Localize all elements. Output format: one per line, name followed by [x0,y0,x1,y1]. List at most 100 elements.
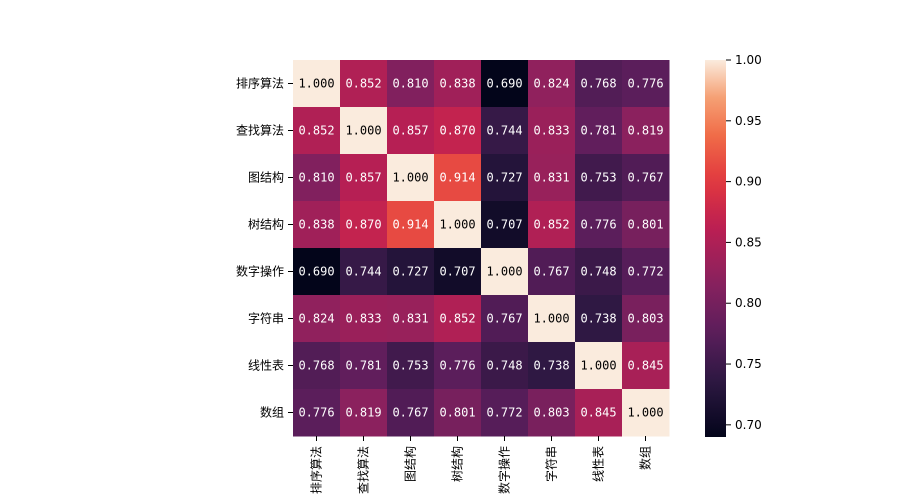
heatmap-cell [575,295,623,343]
heatmap-cell [387,342,435,390]
heatmap-cell [387,248,435,296]
heatmap-cell [387,107,435,155]
heatmap-cell [340,389,388,437]
cell-value-label: 0.753 [580,171,616,185]
cell-value-label: 0.727 [486,171,522,185]
heatmap-cell [293,154,341,202]
x-tick-label: 数字操作 [497,446,512,494]
heatmap-cell [575,201,623,249]
heatmap-cell [481,342,529,390]
colorbar-tick-label: 0.75 [735,357,762,371]
heatmap-cell [293,342,341,390]
heatmap-cell [575,248,623,296]
x-tick-label: 线性表 [592,446,606,482]
cell-value-label: 1.000 [533,312,569,326]
cell-value-label: 0.768 [580,77,616,91]
cell-value-label: 0.748 [580,265,616,279]
cell-value-label: 1.000 [580,359,616,373]
cell-value-label: 0.914 [439,171,475,185]
cell-value-label: 0.744 [345,265,381,279]
cell-value-label: 0.831 [392,312,428,326]
cell-value-label: 0.748 [486,359,522,373]
cell-value-label: 0.801 [627,218,663,232]
x-tick-label: 树结构 [450,446,465,482]
cell-value-label: 0.727 [392,265,428,279]
heatmap-cell [293,248,341,296]
colorbar-tick-label: 0.80 [735,296,762,310]
cell-value-label: 0.776 [580,218,616,232]
cell-value-label: 1.000 [392,171,428,185]
colorbar-gradient [705,60,726,437]
cell-value-label: 0.845 [627,359,663,373]
cell-value-label: 0.833 [533,124,569,138]
cell-value-label: 0.767 [533,265,569,279]
heatmap-cell [293,389,341,437]
heatmap-cell [481,154,529,202]
heatmap-cell [340,295,388,343]
cell-value-label: 0.819 [627,124,663,138]
heatmap-cell [481,107,529,155]
cell-value-label: 0.767 [392,406,428,420]
heatmap-cell [481,295,529,343]
cell-value-label: 0.824 [298,312,334,326]
heatmap-cell [575,389,623,437]
heatmap-cell [387,201,435,249]
colorbar-tick-label: 0.90 [735,175,762,189]
cell-value-label: 0.767 [486,312,522,326]
heatmap-cell [293,295,341,343]
heatmap-cell [387,60,435,108]
heatmap-cell [387,295,435,343]
heatmap-cell [293,60,341,108]
colorbar-tick-label: 1.00 [735,53,762,67]
cell-value-label: 0.852 [533,218,569,232]
y-tick-label: 数组 [260,405,284,420]
cell-value-label: 0.833 [345,312,381,326]
cell-value-label: 1.000 [345,124,381,138]
cell-value-label: 0.819 [345,406,381,420]
colorbar-tick-label: 0.85 [735,235,762,249]
heatmap-cell [622,248,670,296]
cell-value-label: 0.744 [486,124,522,138]
heatmap-cell [481,60,529,108]
cell-value-label: 0.707 [439,265,475,279]
cell-value-label: 0.838 [298,218,334,232]
heatmap-cell [340,60,388,108]
heatmap-cell [387,389,435,437]
colorbar: 0.70 0.75 0.80 0.85 0.90 0.95 1.00 [705,53,762,437]
heatmap-cell [340,201,388,249]
y-tick-label: 图结构 [248,170,284,185]
cell-value-label: 0.781 [580,124,616,138]
heatmap-cell [528,60,576,108]
heatmap-cell [622,201,670,249]
cell-value-label: 0.803 [627,312,663,326]
cell-value-label: 0.738 [533,359,569,373]
y-tick-label: 树结构 [248,217,284,232]
heatmap-cell [528,342,576,390]
cell-value-label: 0.803 [533,406,569,420]
heatmap-cell [340,107,388,155]
heatmap-cell [528,201,576,249]
cell-value-label: 0.914 [392,218,428,232]
cell-value-label: 0.690 [298,265,334,279]
x-tick-labels: 排序算法 查找算法 图结构 树结构 数字操作 字符串 线性表 数组 [309,436,653,494]
heatmap-cell [575,342,623,390]
heatmap-cell [575,107,623,155]
heatmap-cell [293,201,341,249]
heatmap-cell [622,107,670,155]
cell-value-label: 0.707 [486,218,522,232]
heatmap-cell [528,295,576,343]
heatmap-cell [434,342,482,390]
heatmap-cell [575,154,623,202]
cell-value-label: 0.776 [298,406,334,420]
cell-value-label: 0.738 [580,312,616,326]
cell-value-label: 1.000 [627,406,663,420]
heatmap-cell [622,389,670,437]
cell-value-label: 0.690 [486,77,522,91]
cell-value-label: 1.000 [439,218,475,232]
heatmap-cell [434,107,482,155]
cell-value-label: 0.776 [439,359,475,373]
heatmap-cell [622,60,670,108]
x-tick-label: 图结构 [403,446,418,482]
